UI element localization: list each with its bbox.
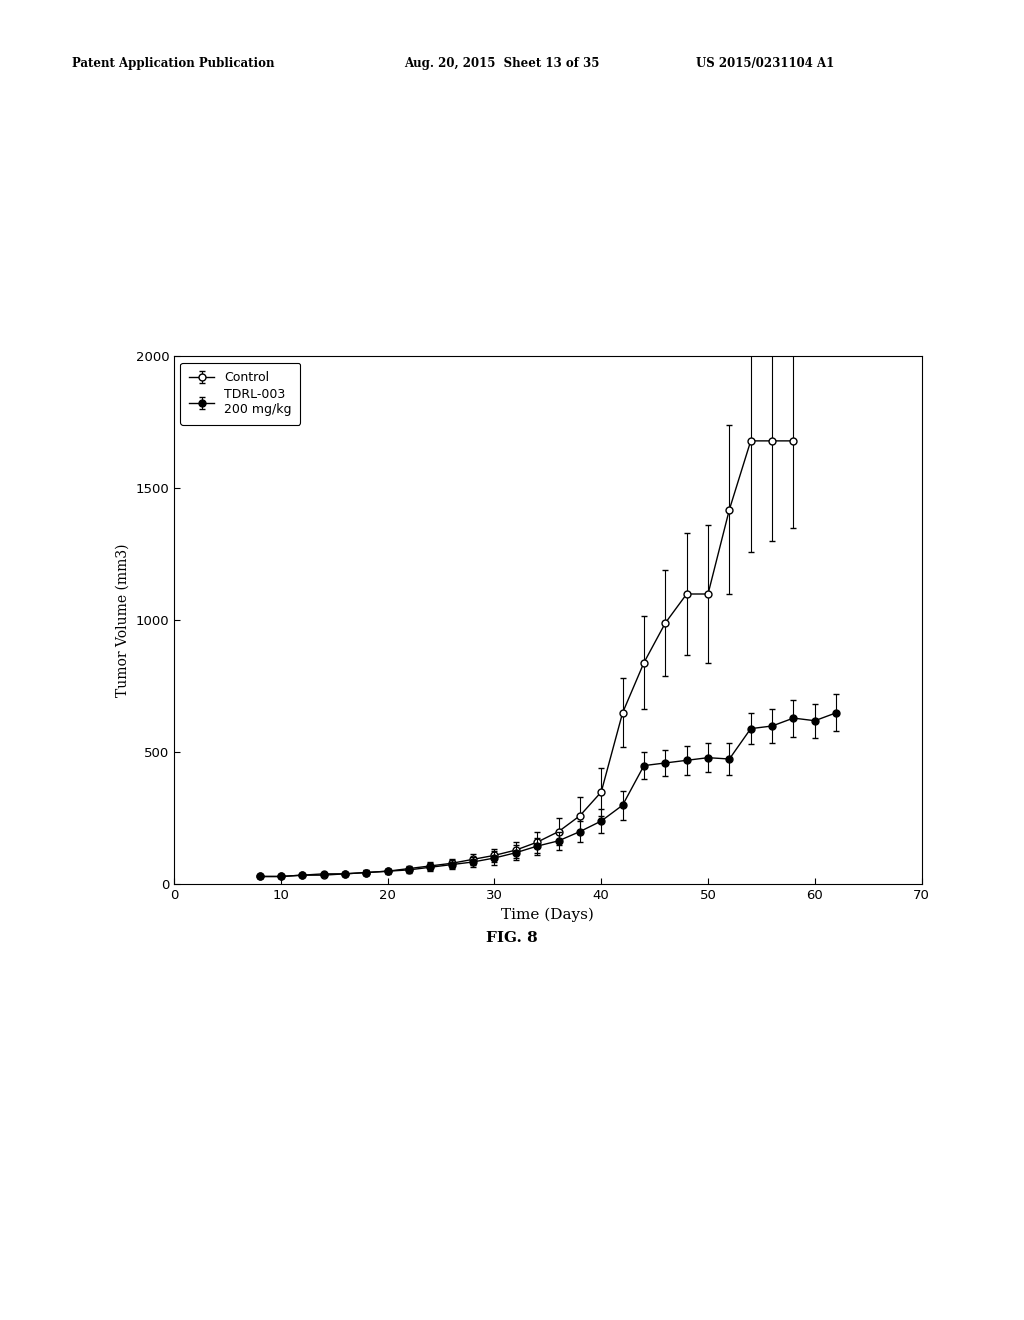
X-axis label: Time (Days): Time (Days) [502, 908, 594, 923]
Text: FIG. 8: FIG. 8 [486, 931, 538, 945]
Legend: Control, TDRL-003
200 mg/kg: Control, TDRL-003 200 mg/kg [180, 363, 300, 425]
Text: Aug. 20, 2015  Sheet 13 of 35: Aug. 20, 2015 Sheet 13 of 35 [404, 57, 600, 70]
Y-axis label: Tumor Volume (mm3): Tumor Volume (mm3) [116, 544, 130, 697]
Text: Patent Application Publication: Patent Application Publication [72, 57, 274, 70]
Text: US 2015/0231104 A1: US 2015/0231104 A1 [696, 57, 835, 70]
